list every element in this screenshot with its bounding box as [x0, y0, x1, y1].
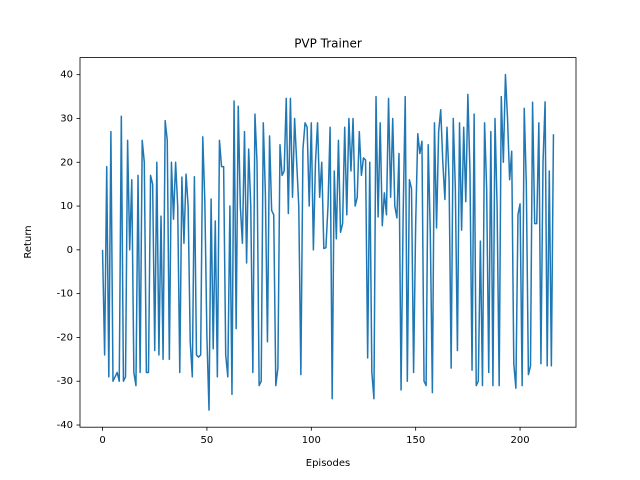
data-line	[101, 73, 555, 411]
y-tick-label: -30	[57, 376, 73, 387]
plot-frame	[79, 57, 577, 428]
chart-title: PVP Trainer	[294, 37, 362, 51]
y-tick-label: 30	[60, 113, 73, 124]
x-axis-label: Episodes	[306, 458, 350, 469]
y-tick-label: 20	[60, 157, 73, 168]
x-tick-label: 100	[302, 435, 321, 446]
y-tick-label: -10	[57, 289, 73, 300]
x-tick-label: 0	[99, 435, 105, 446]
x-tick-label: 150	[406, 435, 425, 446]
y-tick-label: 0	[67, 245, 73, 256]
x-tick-label: 50	[201, 435, 214, 446]
y-axis-label: Return	[23, 225, 34, 258]
y-tick-label: 40	[60, 70, 73, 81]
y-tick-label: -40	[57, 420, 73, 431]
x-tick-label: 200	[511, 435, 530, 446]
y-tick-label: -20	[57, 332, 73, 343]
y-tick-label: 10	[60, 201, 73, 212]
